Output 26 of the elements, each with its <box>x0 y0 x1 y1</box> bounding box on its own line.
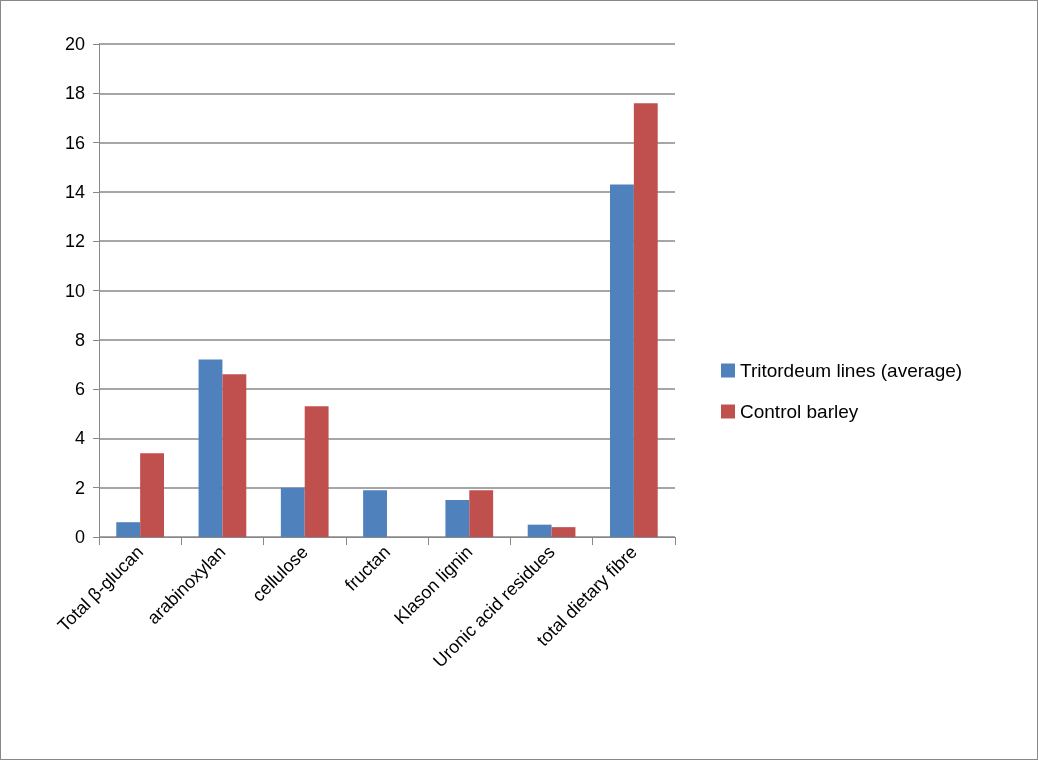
bar <box>527 524 552 537</box>
y-tick-label: 6 <box>74 379 85 400</box>
legend-label: Tritordeum lines (average) <box>740 360 963 381</box>
y-tick-label: 8 <box>74 329 85 350</box>
y-tick-label: 4 <box>74 428 85 449</box>
bar <box>469 490 494 537</box>
y-tick-label: 20 <box>64 34 85 54</box>
bar <box>363 490 387 537</box>
y-tick-label: 16 <box>64 132 85 153</box>
legend-label: Control barley <box>740 401 859 422</box>
bar <box>116 522 141 537</box>
y-tick-label: 2 <box>74 477 85 498</box>
bar <box>551 527 576 537</box>
y-tick-label: 10 <box>64 280 85 301</box>
bar <box>140 453 165 537</box>
bar <box>198 359 223 537</box>
bar <box>609 184 634 537</box>
bar <box>445 500 470 537</box>
bar <box>304 406 329 537</box>
bar <box>633 103 658 537</box>
y-tick-label: 18 <box>64 83 85 104</box>
bar <box>280 487 305 537</box>
y-tick-label: 0 <box>74 527 85 547</box>
y-tick-label: 14 <box>64 181 85 202</box>
y-tick-label: 12 <box>64 231 85 252</box>
bar <box>222 374 247 537</box>
